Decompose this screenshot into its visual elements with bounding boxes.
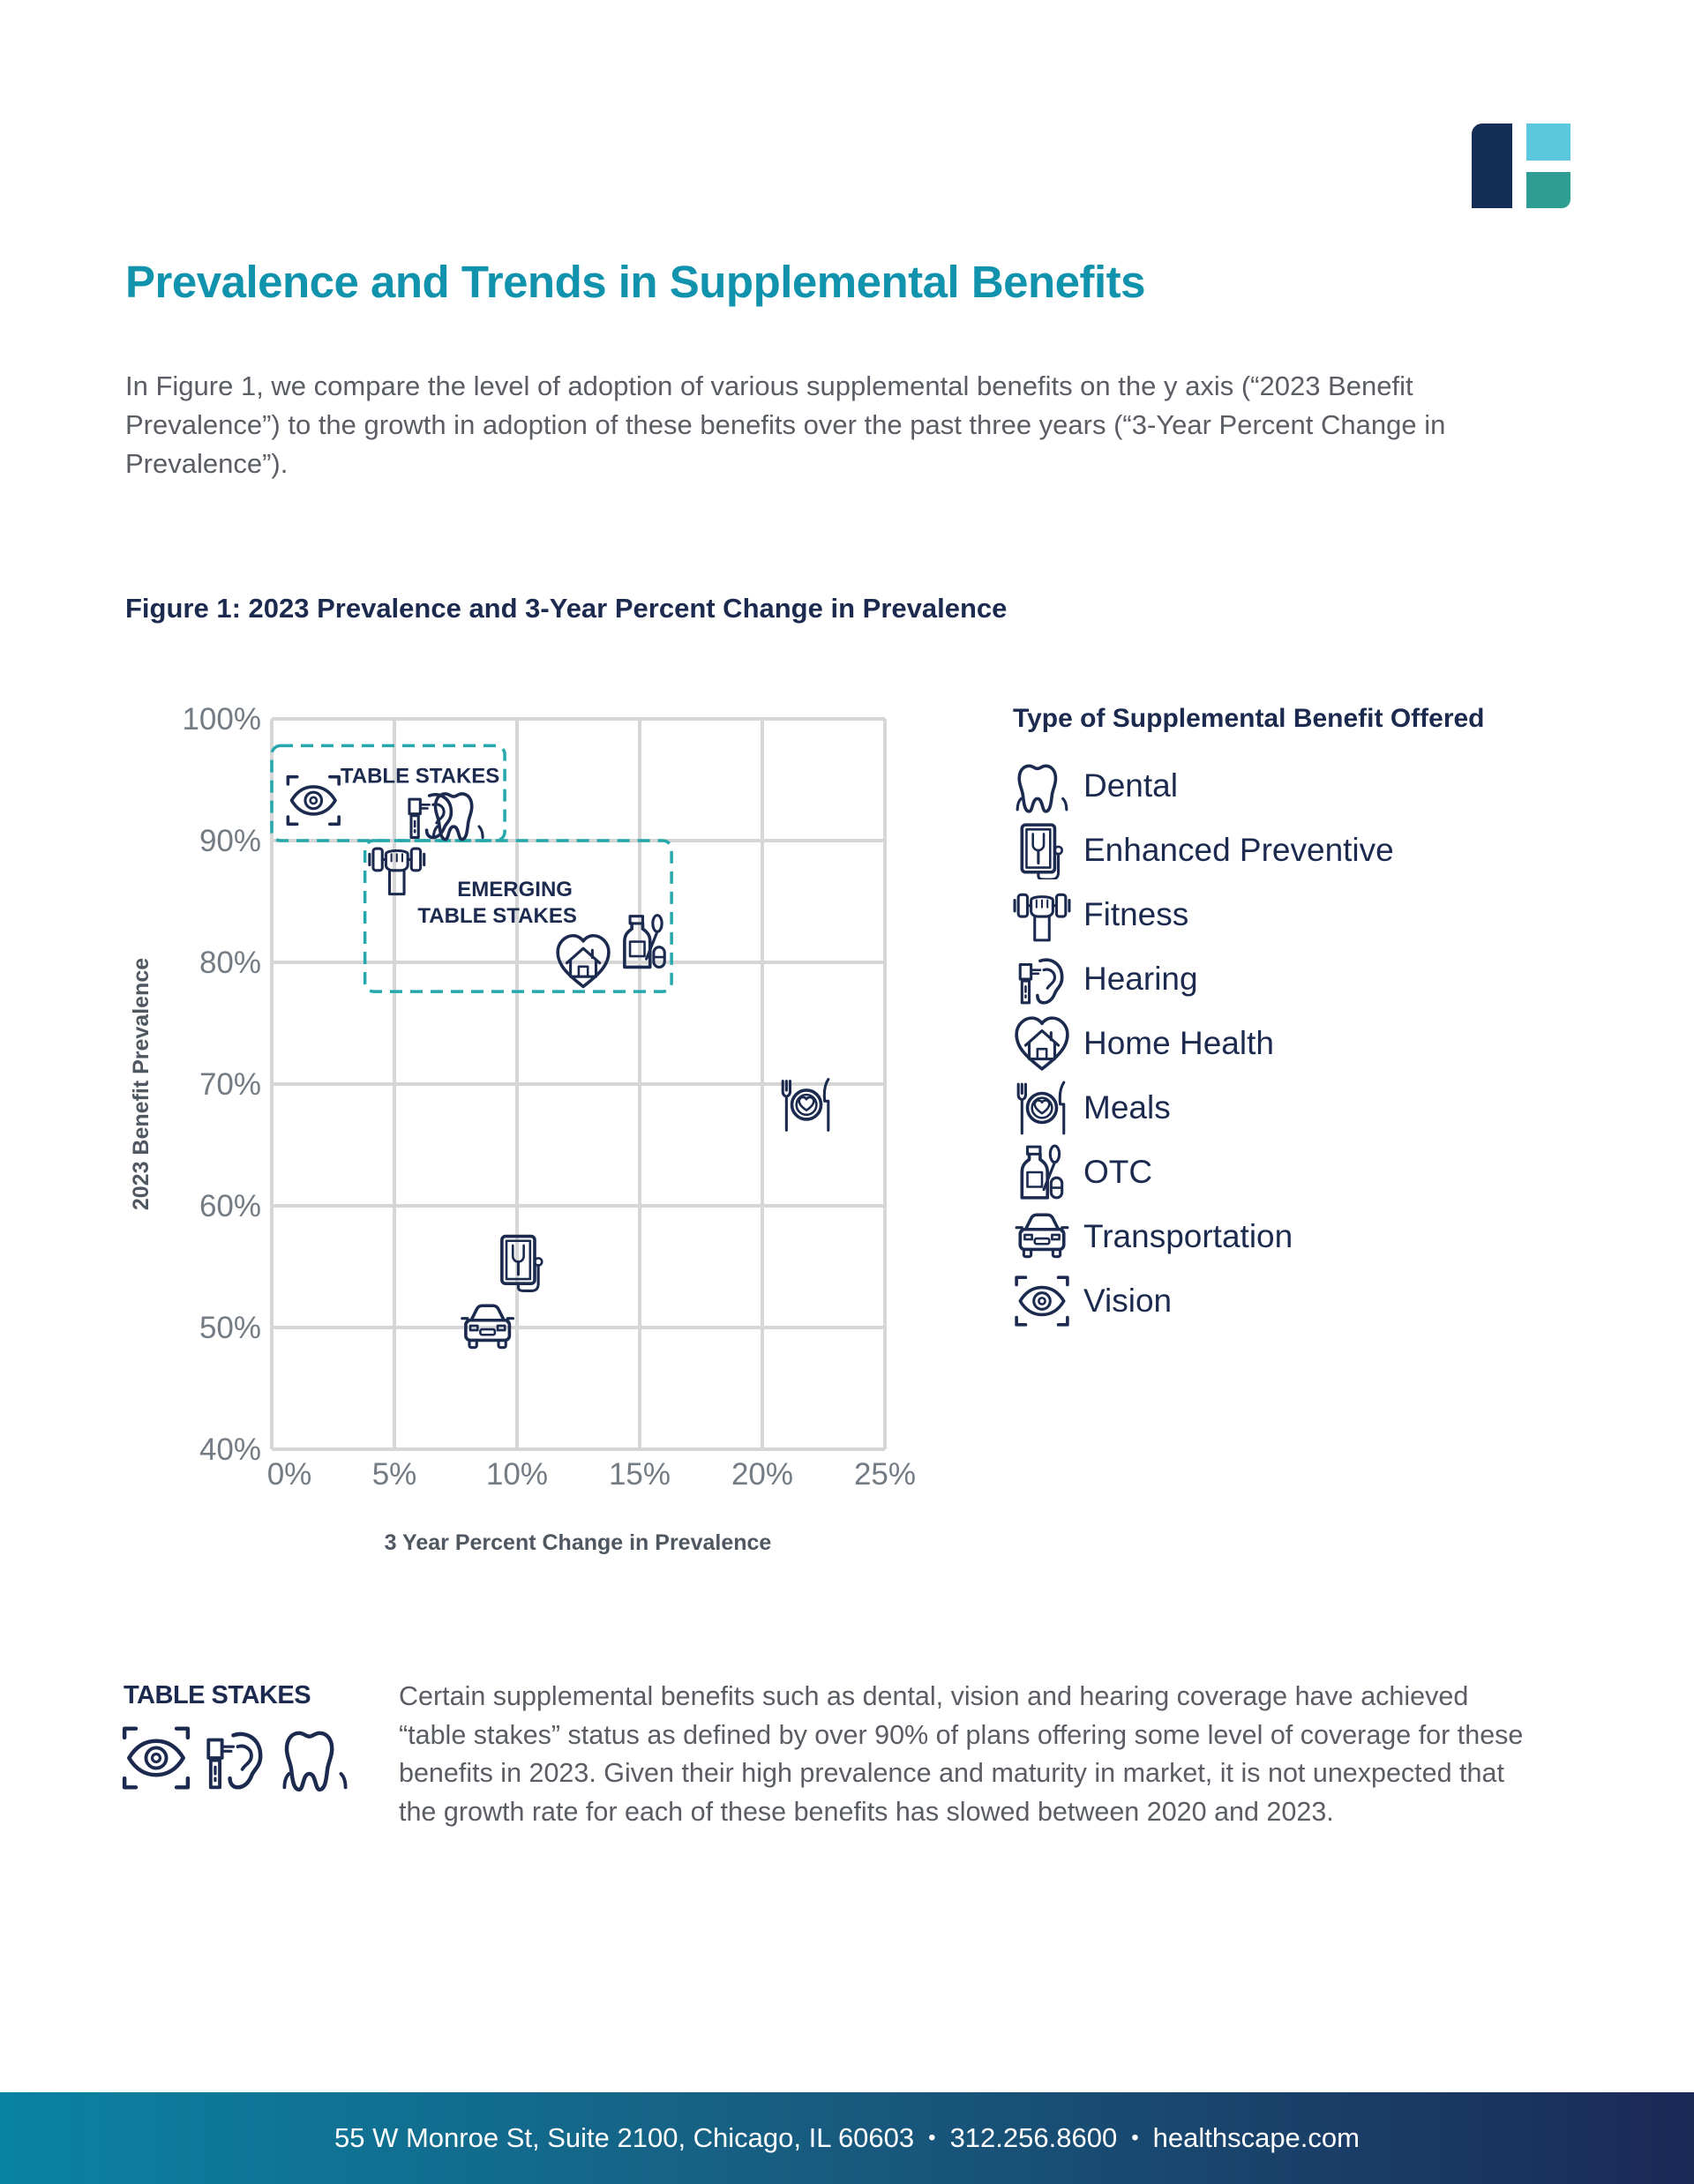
dental-point-icon <box>431 792 484 841</box>
vision-icon <box>1015 1275 1069 1327</box>
legend-label: Meals <box>1083 1088 1171 1126</box>
footer-phone: 312.256.8600 <box>949 2122 1118 2153</box>
emerging-table-stakes-region <box>363 839 673 993</box>
legend-label: Home Health <box>1083 1024 1274 1061</box>
legend-label: Fitness <box>1083 895 1189 932</box>
y-tick-label: 80% <box>199 946 261 980</box>
x-tick-label: 0% <box>267 1457 312 1492</box>
chart-legend: Type of Supplemental Benefit Offered Den… <box>1013 704 1485 1333</box>
x-tick-label: 25% <box>854 1457 916 1492</box>
legend-item-home-health: Home Health <box>1013 1011 1485 1075</box>
logo-bar-navy <box>1472 123 1512 208</box>
logo-square-teal <box>1526 172 1570 208</box>
home-health-point-icon <box>556 933 611 989</box>
hearing-icon <box>206 1731 263 1790</box>
fitness-point-icon <box>368 847 426 896</box>
y-tick-label: 50% <box>199 1311 261 1345</box>
transportation-point-icon <box>461 1304 515 1350</box>
meals-icon <box>1016 1081 1066 1134</box>
tick-layer: 0% 5% 10% 15% 20% 25% 100% 90% 80% 70% 60% 50% 40% <box>182 702 916 1492</box>
fitness-icon <box>1013 893 1071 941</box>
legend-item-dental: Dental <box>1013 753 1485 818</box>
x-axis-title: 3 Year Percent Change in Prevalence <box>385 1530 772 1555</box>
region-label: EMERGING <box>457 878 573 901</box>
table-stakes-heading: TABLE STAKES <box>124 1681 311 1709</box>
legend-item-otc: OTC <box>1013 1140 1485 1204</box>
transportation-icon <box>1015 1212 1069 1258</box>
region-layer: TABLE STAKES EMERGING TABLE STAKES <box>270 744 673 993</box>
figure-caption: Figure 1: 2023 Prevalence and 3-Year Per… <box>125 593 1008 624</box>
footer-separator: • <box>928 2126 936 2150</box>
footer-bar: 55 W Monroe St, Suite 2100, Chicago, IL … <box>0 2092 1694 2184</box>
x-tick-label: 20% <box>731 1457 793 1492</box>
y-axis-title: 2023 Benefit Prevalence <box>129 958 154 1210</box>
legend-title: Type of Supplemental Benefit Offered <box>1013 704 1485 733</box>
legend-label: Dental <box>1083 767 1178 804</box>
page-title: Prevalence and Trends in Supplemental Be… <box>125 257 1146 307</box>
meals-point-icon <box>781 1078 830 1132</box>
legend-label: Transportation <box>1083 1217 1293 1254</box>
dental-icon <box>1016 764 1068 813</box>
x-tick-label: 15% <box>609 1457 671 1492</box>
dental-icon <box>282 1731 348 1792</box>
intro-paragraph: In Figure 1, we compare the level of ado… <box>125 370 1446 479</box>
logo-square-light-blue <box>1526 123 1570 161</box>
legend-label: Enhanced Preventive <box>1083 831 1394 868</box>
y-tick-label: 40% <box>199 1432 261 1467</box>
hearing-point-icon <box>408 793 453 840</box>
grid-layer <box>270 717 887 1451</box>
region-label: TABLE STAKES <box>341 764 499 788</box>
legend-label: OTC <box>1083 1153 1153 1190</box>
legend-item-fitness: Fitness <box>1013 882 1485 946</box>
home-health-icon <box>1015 1015 1069 1071</box>
footer-address: 55 W Monroe St, Suite 2100, Chicago, IL … <box>334 2122 915 2153</box>
point-layer <box>286 774 830 1350</box>
y-tick-label: 70% <box>199 1067 261 1102</box>
x-tick-label: 5% <box>372 1457 417 1492</box>
footer-website[interactable]: healthscape.com <box>1152 2122 1360 2153</box>
y-tick-label: 90% <box>199 824 261 858</box>
vision-icon <box>122 1726 191 1790</box>
legend-item-transportation: Transportation <box>1013 1204 1485 1268</box>
y-tick-label: 60% <box>199 1189 261 1223</box>
vision-point-icon <box>286 774 341 826</box>
region-label: TABLE STAKES <box>417 904 576 928</box>
legend-item-enhanced-preventive: Enhanced Preventive <box>1013 818 1485 882</box>
footer-separator: • <box>1131 2126 1139 2150</box>
legend-label: Vision <box>1083 1282 1173 1319</box>
legend-item-hearing: Hearing <box>1013 946 1485 1011</box>
table-stakes-body: Certain supplemental benefits such as de… <box>399 1681 1524 1827</box>
legend-items: Dental Enhanced Preventive Fitness Hearing H… <box>1013 753 1485 1333</box>
otc-point-icon <box>623 914 666 969</box>
table-stakes-region <box>270 744 506 842</box>
enhanced-preventive-icon <box>1020 822 1063 879</box>
legend-item-vision: Vision <box>1013 1268 1485 1333</box>
x-tick-label: 10% <box>486 1457 548 1492</box>
legend-item-meals: Meals <box>1013 1075 1485 1140</box>
legend-label: Hearing <box>1083 960 1198 997</box>
table-stakes-icons <box>120 1720 351 1796</box>
enhanced-preventive-point-icon <box>500 1234 543 1293</box>
hearing-icon <box>1018 957 1064 1005</box>
healthscape-logo <box>1472 123 1570 208</box>
otc-icon <box>1020 1144 1064 1200</box>
y-tick-label: 100% <box>182 702 261 737</box>
